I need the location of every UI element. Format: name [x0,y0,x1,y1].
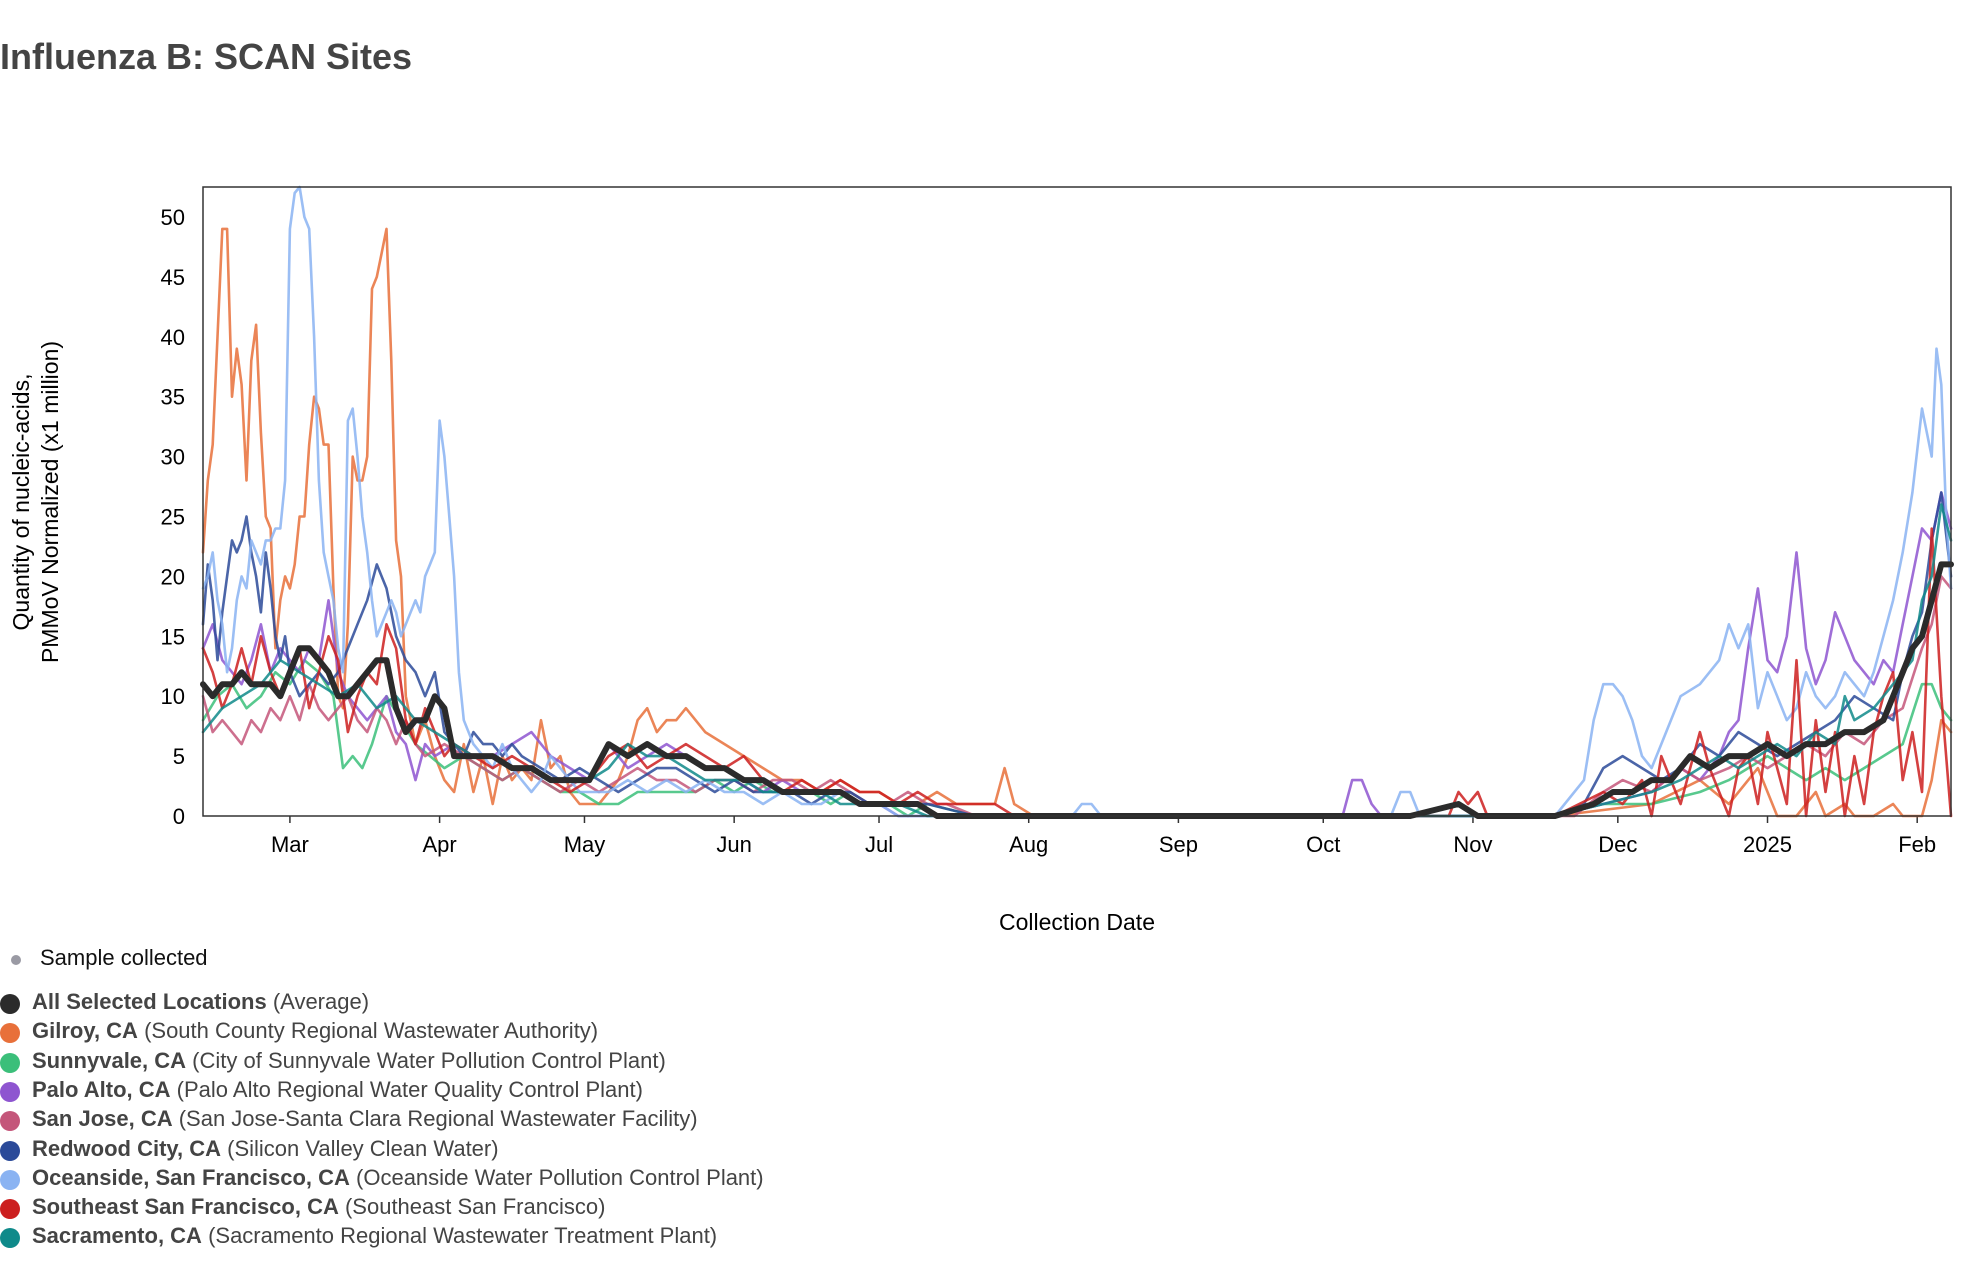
x-tick-label: May [564,832,606,857]
plot-frame [202,186,1952,817]
legend-site-name: Sunnyvale, CA [32,1047,187,1073]
legend-swatch-icon [0,1023,20,1044]
x-tick-label: Apr [422,832,456,857]
y-tick-label: 20 [161,564,185,589]
series-line-san-jose-ca [201,575,1953,818]
y-tick-label: 30 [161,445,185,470]
y-tick-label: 35 [161,385,185,410]
legend-site-description: (Oceanside Water Pollution Control Plant… [349,1164,764,1190]
x-tick-label: Jul [865,832,893,857]
legend-item-san-jose-ca[interactable]: San Jose, CA (San Jose-Santa Clara Regio… [0,1105,900,1133]
series-line-southeast-san-francisco-ca [201,527,1953,818]
sample-dot-icon [11,955,21,965]
y-tick-label: 15 [161,624,185,649]
legend-label: Redwood City, CA (Silicon Valley Clean W… [32,1135,499,1163]
legend-label: Sacramento, CA (Sacramento Regional Wast… [32,1222,717,1250]
series-layer [200,185,1954,819]
y-tick-label: 25 [161,504,185,529]
series-line-sunnyvale-ca [201,658,1953,818]
legend-label: Southeast San Francisco, CA (Southeast S… [32,1193,605,1221]
sample-collected-label: Sample collected [40,945,208,970]
x-tick-label: Jun [716,832,751,857]
legend-site-description: (Sacramento Regional Wastewater Treatmen… [201,1223,718,1249]
y-tick-label: 5 [173,744,185,769]
x-tick-label: Oct [1306,832,1340,857]
legend-item-southeast-san-francisco-ca[interactable]: Southeast San Francisco, CA (Southeast S… [0,1193,900,1221]
legend-site-description: (Silicon Valley Clean Water) [221,1135,499,1161]
legend-sample-collected: Sample collected [0,944,600,972]
y-axis-title-line1: Quantity of nucleic-acids, [8,374,34,631]
legend-site-description: (Palo Alto Regional Water Quality Contro… [170,1076,643,1102]
series-line-all-selected-locations [200,561,1954,819]
legend-site-name: Southeast San Francisco, CA [32,1194,339,1220]
legend-label: San Jose, CA (San Jose-Santa Clara Regio… [32,1105,698,1133]
legend-item-gilroy-ca[interactable]: Gilroy, CA (South County Regional Wastew… [0,1017,900,1045]
legend-site-name: Gilroy, CA [32,1018,138,1044]
legend-label: Gilroy, CA (South County Regional Wastew… [32,1017,598,1045]
x-tick-label: Mar [271,832,309,857]
series-line-redwood-city-ca [201,491,1953,818]
legend-site-name: Redwood City, CA [32,1135,222,1161]
y-axis-title-line2: PMMoV Normalized (x1 million) [37,341,63,663]
x-axis-title: Collection Date [999,909,1155,935]
legend-item-redwood-city-ca[interactable]: Redwood City, CA (Silicon Valley Clean W… [0,1135,900,1163]
x-axis: Mar Apr May Jun Jul Aug Sep Oct Nov Dec 2025 Feb [271,816,1936,857]
legend-site-description: (Southeast San Francisco) [338,1194,606,1220]
legend-item-oceanside-san-francisco-ca[interactable]: Oceanside, San Francisco, CA (Oceanside … [0,1164,900,1192]
legend-label: Sunnyvale, CA (City of Sunnyvale Water P… [32,1047,666,1075]
legend-label: All Selected Locations (Average) [32,988,369,1016]
legend-site-name: San Jose, CA [32,1106,173,1132]
legend-site-name: Oceanside, San Francisco, CA [32,1164,350,1190]
x-tick-label: Sep [1159,832,1198,857]
legend-swatch-icon [0,1140,20,1161]
legend-label: Oceanside, San Francisco, CA (Oceanside … [32,1164,764,1192]
x-tick-label: 2025 [1743,832,1792,857]
x-tick-label: Nov [1453,832,1492,857]
series-line-palo-alto-ca [201,491,1953,818]
legend-site-description: (South County Regional Wastewater Author… [137,1018,599,1044]
x-tick-label: Dec [1598,832,1637,857]
legend-item-sunnyvale-ca[interactable]: Sunnyvale, CA (City of Sunnyvale Water P… [0,1047,900,1075]
page-title: Influenza B: SCAN Sites [0,36,413,77]
legend-item-all-selected-locations[interactable]: All Selected Locations (Average) [0,988,900,1016]
legend-site-name: Sacramento, CA [32,1223,202,1249]
legend-site-name: Palo Alto, CA [32,1076,171,1102]
legend-site-description: (San Jose-Santa Clara Regional Wastewate… [172,1106,698,1132]
y-tick-label: 40 [161,325,185,350]
legend-item-palo-alto-ca[interactable]: Palo Alto, CA (Palo Alto Regional Water … [0,1076,900,1104]
y-tick-label: 0 [173,804,185,829]
x-tick-label: Aug [1009,832,1048,857]
legend-swatch-icon [0,994,20,1014]
y-tick-label: 50 [161,205,185,230]
legend-swatch-icon [0,1111,20,1132]
legend-swatch-icon [0,1081,20,1102]
legend-site-description: (Average) [266,989,370,1014]
legend-item-sacramento-ca[interactable]: Sacramento, CA (Sacramento Regional Wast… [0,1222,900,1250]
y-axis: 0 5 10 15 20 25 30 35 40 45 50 [161,205,185,829]
y-tick-label: 45 [161,265,185,290]
legend-site-description: (City of Sunnyvale Water Pollution Contr… [186,1047,666,1073]
y-tick-label: 10 [161,684,185,709]
legend-swatch-icon [0,1199,20,1220]
legend-label: Palo Alto, CA (Palo Alto Regional Water … [32,1076,643,1104]
legend-swatch-icon [0,1169,20,1190]
legend-swatch-icon [0,1228,20,1249]
series-line-oceanside-san-francisco-ca [201,185,1953,818]
legend-swatch-icon [0,1052,20,1073]
x-tick-label: Feb [1898,832,1936,857]
legend-site-name: All Selected Locations [32,989,267,1014]
series-line-gilroy-ca [201,227,1953,818]
